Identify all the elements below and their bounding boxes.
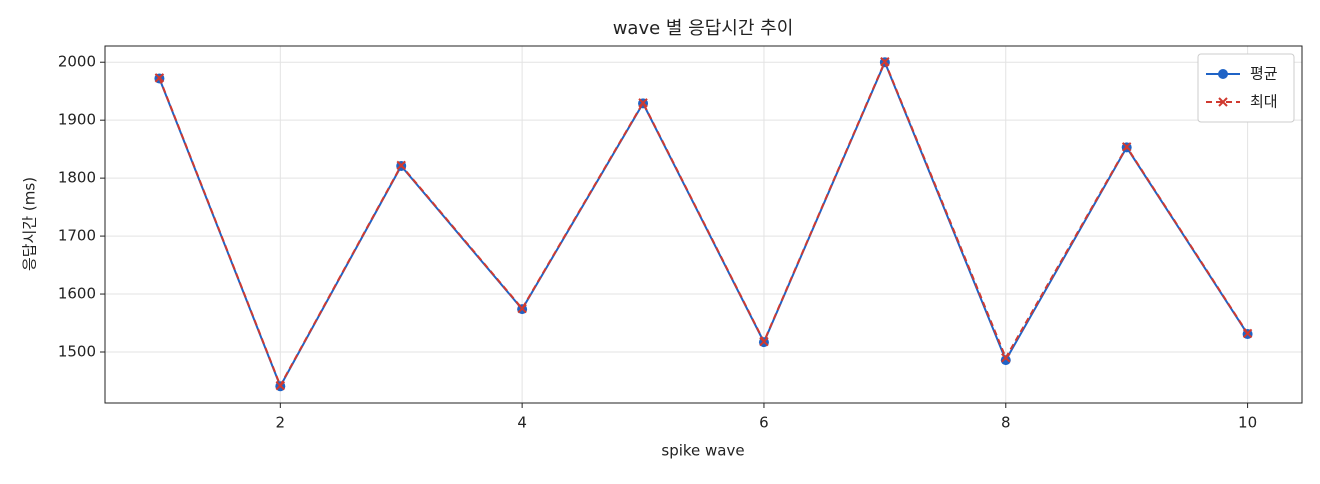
y-tick-label: 1800: [58, 169, 96, 187]
legend-marker: [1218, 97, 1228, 107]
legend-box: [1197, 53, 1295, 123]
marker: [275, 380, 286, 391]
marker: [638, 98, 648, 108]
legend-marker: [1218, 69, 1228, 79]
marker: [154, 73, 165, 83]
y-tick-label: 2000: [58, 53, 96, 71]
x-tick-label: 6: [759, 414, 769, 432]
y-tick-label: 1700: [58, 227, 96, 245]
x-axis-label: spike wave: [661, 442, 744, 460]
plot-frame: [104, 45, 1303, 404]
series-line: [158, 59, 1249, 388]
x-tick-label: 2: [276, 414, 286, 432]
y-axis-label: 응답시간 (ms): [21, 177, 39, 271]
marker: [880, 56, 890, 67]
y-tick-label: 1500: [58, 343, 96, 361]
marker: [1001, 353, 1011, 363]
legend-label: 평균: [1250, 65, 1278, 83]
marker: [759, 336, 769, 347]
marker: [517, 303, 527, 314]
marker: [1121, 142, 1132, 152]
chart-title: wave 별 응답시간 추이: [613, 18, 794, 39]
legend-label: 최대: [1250, 93, 1278, 111]
x-tick-label: 4: [517, 414, 527, 432]
marker: [1242, 328, 1253, 339]
y-tick-label: 1900: [58, 111, 96, 129]
y-tick-label: 1600: [58, 285, 96, 303]
x-tick-label: 8: [1001, 414, 1011, 432]
marker: [396, 160, 406, 171]
x-tick-label: 10: [1238, 414, 1257, 432]
marker: [1000, 355, 1011, 366]
